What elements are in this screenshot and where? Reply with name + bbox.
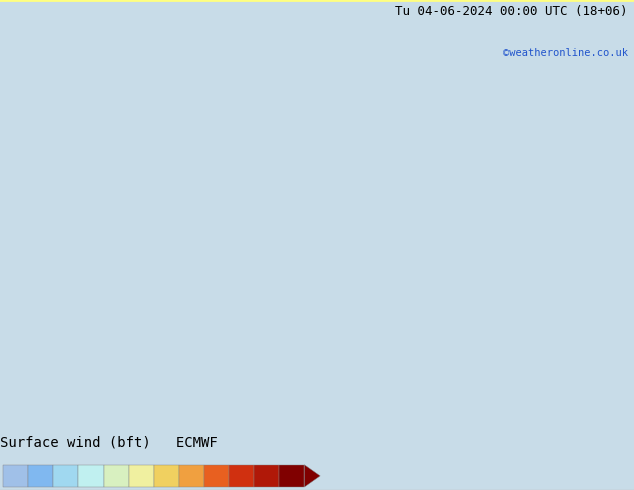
Text: Surface wind (bft)   ECMWF: Surface wind (bft) ECMWF (0, 436, 217, 450)
Bar (279, 465, 304, 487)
Bar (129, 465, 153, 487)
Bar (3, 465, 29, 487)
Bar (254, 465, 279, 487)
Bar (204, 465, 229, 487)
Text: ©weatheronline.co.uk: ©weatheronline.co.uk (503, 48, 628, 58)
Polygon shape (304, 465, 320, 487)
Text: Tu 04-06-2024 00:00 UTC (18+06): Tu 04-06-2024 00:00 UTC (18+06) (395, 5, 628, 18)
Bar (179, 465, 204, 487)
Bar (53, 465, 79, 487)
Bar (229, 465, 254, 487)
Bar (153, 465, 179, 487)
Bar (29, 465, 53, 487)
Bar (79, 465, 103, 487)
Bar (103, 465, 129, 487)
